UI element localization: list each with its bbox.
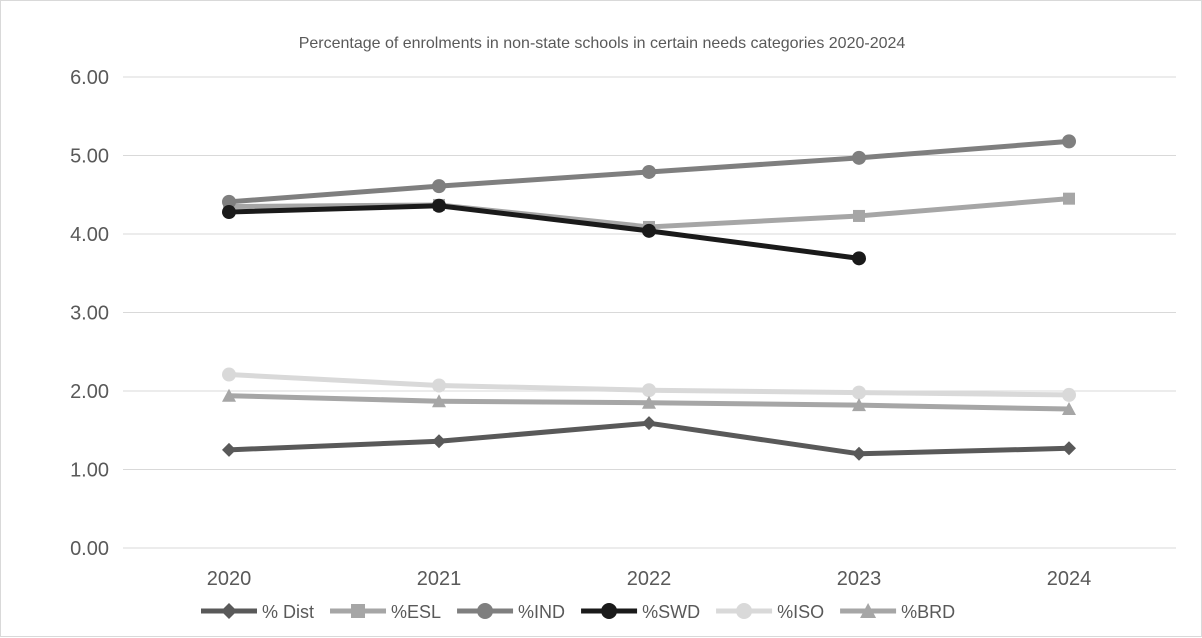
data-point: [222, 367, 236, 382]
y-tick-label: 0.00: [70, 538, 109, 560]
data-point: [1062, 387, 1076, 402]
series-lines: [222, 134, 1076, 461]
legend-label: %BRD: [901, 602, 955, 622]
data-point: [642, 416, 656, 431]
series-swd: [222, 198, 866, 266]
x-axis-tick-labels: 2020 2021 2022 2023 2024: [207, 568, 1092, 590]
x-tick-label: 2023: [837, 568, 882, 590]
data-point: [1063, 192, 1075, 205]
legend-item: % Dist: [201, 602, 314, 622]
data-point: [1062, 441, 1076, 456]
series-dist: [222, 416, 1076, 461]
data-point: [1062, 134, 1076, 149]
y-tick-label: 2.00: [70, 381, 109, 403]
data-point: [1062, 402, 1076, 416]
legend-item: %ISO: [716, 602, 824, 622]
data-point: [222, 205, 236, 220]
series-line: [228, 203, 860, 261]
x-tick-label: 2020: [207, 568, 252, 590]
data-point: [642, 223, 656, 238]
legend-label: %ISO: [777, 602, 824, 622]
data-point: [852, 398, 866, 412]
legend-label: %ESL: [391, 602, 441, 622]
y-tick-label: 3.00: [70, 303, 109, 325]
legend-marker: [860, 603, 877, 618]
series-brd: [222, 388, 1076, 416]
legend-marker: [477, 603, 494, 619]
data-point: [852, 385, 866, 400]
legend-marker: [601, 603, 618, 619]
y-tick-label: 1.00: [70, 460, 109, 482]
data-point: [432, 179, 446, 194]
data-point: [432, 198, 446, 213]
y-tick-label: 6.00: [70, 67, 109, 89]
data-point: [222, 388, 236, 402]
data-point: [642, 164, 656, 179]
data-point: [432, 394, 446, 408]
legend-item: %SWD: [581, 602, 700, 622]
legend-item: %IND: [457, 602, 565, 622]
legend: % Dist %ESL %IND %SWD %ISO %BRD: [201, 602, 955, 622]
data-point: [432, 378, 446, 393]
legend-item: %ESL: [330, 602, 441, 622]
legend-label: % Dist: [262, 602, 314, 622]
chart-title: Percentage of enrolments in non-state sc…: [299, 35, 906, 52]
data-point: [642, 383, 656, 398]
legend-marker: [736, 603, 753, 619]
data-point: [852, 251, 866, 266]
series-ind: [222, 134, 1076, 209]
y-tick-label: 4.00: [70, 224, 109, 246]
data-point: [222, 442, 236, 457]
x-tick-label: 2021: [417, 568, 462, 590]
legend-label: %SWD: [642, 602, 700, 622]
y-tick-label: 5.00: [70, 146, 109, 168]
data-point: [852, 150, 866, 165]
legend-item: %BRD: [840, 602, 955, 622]
legend-marker: [351, 604, 366, 618]
x-tick-label: 2022: [627, 568, 672, 590]
y-axis-tick-labels: 0.00 1.00 2.00 3.00 4.00 5.00 6.00: [70, 67, 109, 560]
legend-label: %IND: [518, 602, 565, 622]
legend-marker: [221, 603, 237, 619]
data-point: [852, 446, 866, 461]
data-point: [432, 434, 446, 449]
data-point: [642, 395, 656, 409]
x-tick-label: 2024: [1047, 568, 1092, 590]
series-iso: [222, 367, 1076, 402]
data-point: [853, 209, 865, 222]
data-point: [222, 194, 236, 209]
